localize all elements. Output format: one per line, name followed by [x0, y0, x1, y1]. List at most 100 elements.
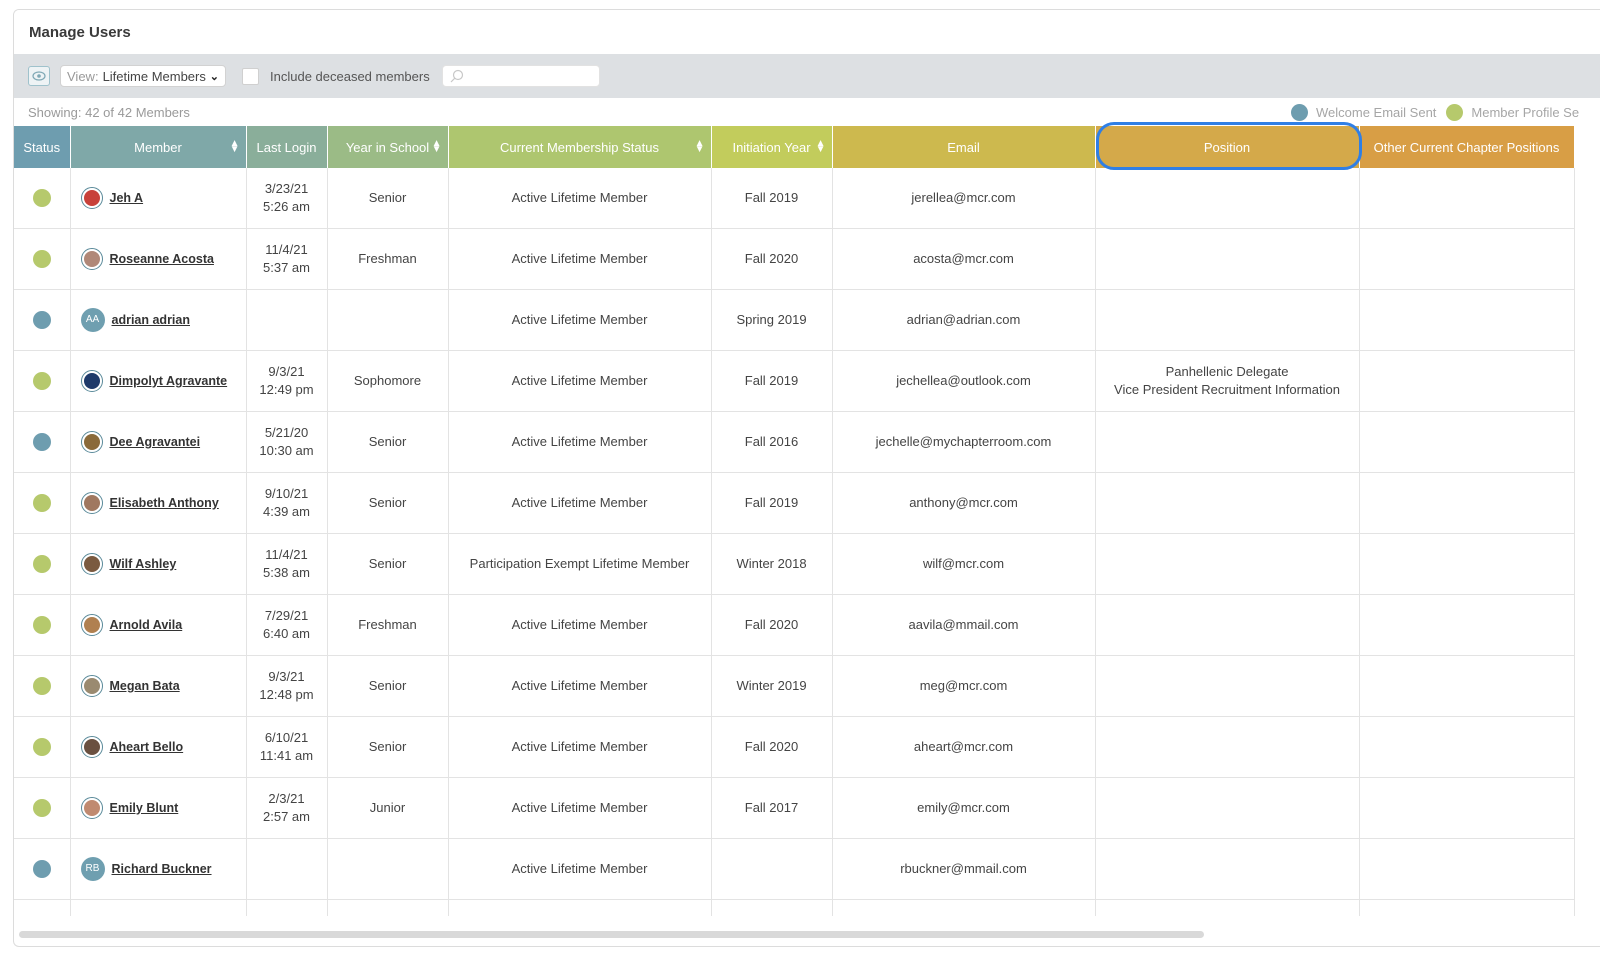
other-positions-cell [1359, 411, 1575, 473]
column-header-initiation-year[interactable]: Initiation Year ▲ ▼ [711, 126, 833, 168]
table-row[interactable]: Jeh A 3/23/21 5:26 am Senior Active Lifetime… [14, 168, 1575, 229]
member-name-link[interactable]: Megan Bata [109, 679, 180, 693]
column-header-last-login[interactable]: Last Login [246, 126, 328, 168]
email-cell-text: jerellea@mcr.com [911, 190, 1016, 205]
avatar[interactable] [80, 797, 103, 819]
avatar[interactable] [80, 370, 103, 392]
column-header-member[interactable]: Member ▲ ▼ [70, 126, 247, 168]
legend-welcome-dot [1291, 104, 1308, 121]
year-in-school-cell: Senior [327, 533, 449, 595]
column-header-year-in-school[interactable]: Year in School ▲ ▼ [327, 126, 449, 168]
member-name-link[interactable]: Richard Buckner [111, 862, 212, 876]
search-input[interactable] [441, 65, 600, 87]
member-name-link[interactable]: Dee Agravantei [109, 435, 201, 449]
status-cell [14, 533, 71, 595]
last-login-time: 5:38 am [263, 565, 310, 580]
table-row[interactable]: RB Richard Buckner Active Lifetime Member r… [14, 838, 1575, 900]
member-name-link[interactable]: Emily Blunt [109, 801, 179, 815]
avatar[interactable] [80, 614, 103, 636]
initiation-year-cell [711, 838, 833, 900]
membership-status-cell-text: Active Lifetime Member [511, 617, 648, 632]
position-text: Panhellenic Delegate [1165, 364, 1289, 379]
include-deceased-label[interactable]: Include deceased members [270, 68, 430, 84]
year-in-school-cell: Senior [327, 472, 449, 534]
initiation-year-cell-text: Fall 2016 [744, 434, 799, 449]
member-cell: Dee Agravantei [70, 411, 247, 473]
member-name-link[interactable]: Elisabeth Anthony [109, 496, 219, 510]
avatar[interactable] [80, 248, 103, 270]
avatar[interactable] [80, 187, 103, 209]
email-cell: jechelle@mychapterroom.com [832, 411, 1096, 473]
year-in-school-cell: Senior [327, 655, 449, 717]
avatar[interactable] [80, 675, 103, 697]
initiation-year-cell-text: Fall 2019 [744, 373, 799, 388]
empty-cell [327, 899, 449, 916]
table-row[interactable]: Megan Bata 9/3/21 12:48 pm Senior Active Lif… [14, 655, 1575, 717]
table-row[interactable]: Elisabeth Anthony 9/10/21 4:39 am Senior Act… [14, 472, 1575, 534]
initiation-year-cell-text: Fall 2020 [744, 251, 799, 266]
sort-icon[interactable]: ▲ ▼ [229, 138, 240, 155]
member-name-link[interactable]: Aheart Bello [109, 740, 184, 754]
column-header-label: Current Membership Status [500, 139, 659, 155]
status-dot [32, 860, 51, 878]
empty-cell [711, 899, 833, 916]
member-info: Dimpolyt Agravante [71, 370, 246, 392]
column-header-email[interactable]: Email [832, 126, 1096, 168]
include-deceased-checkbox[interactable] [242, 67, 259, 85]
table-row-partial [14, 899, 1575, 916]
member-name-link[interactable]: adrian adrian [111, 313, 191, 327]
member-info: Emily Blunt [71, 797, 246, 819]
table-row[interactable]: AA adrian adrian Active Lifetime Member Spr… [14, 289, 1575, 351]
member-name-link[interactable]: Jeh A [109, 191, 144, 205]
avatar[interactable] [80, 553, 103, 575]
avatar-photo [83, 190, 100, 206]
email-cell: acosta@mcr.com [832, 228, 1096, 290]
sort-icon[interactable]: ▲ ▼ [694, 138, 705, 155]
table-header-row: Status Member ▲ ▼ Last Login Year in School ▲ ▼… [14, 126, 1575, 168]
membership-status-cell: Participation Exempt Lifetime Member [448, 533, 712, 595]
avatar[interactable] [80, 736, 103, 758]
table-row[interactable]: Wilf Ashley 11/4/21 5:38 am Senior Participa… [14, 533, 1575, 595]
initiation-year-cell-text: Fall 2019 [744, 495, 799, 510]
initiation-year-cell: Fall 2020 [711, 594, 833, 656]
initiation-year-cell: Winter 2018 [711, 533, 833, 595]
position-cell [1095, 411, 1360, 473]
horizontal-scrollbar[interactable] [19, 931, 1204, 938]
avatar[interactable] [80, 492, 103, 514]
avatar[interactable]: RB [80, 857, 105, 881]
eye-icon [32, 71, 46, 81]
position-cell [1095, 594, 1360, 656]
member-name-link[interactable]: Roseanne Acosta [109, 252, 214, 266]
column-visibility-button[interactable] [28, 66, 50, 86]
member-info: Elisabeth Anthony [71, 492, 246, 514]
view-select[interactable]: View: Lifetime Members ⌄ [60, 65, 226, 87]
table-row[interactable]: Roseanne Acosta 11/4/21 5:37 am Freshman Act… [14, 228, 1575, 290]
empty-cell [70, 899, 247, 916]
sort-icon[interactable]: ▲ ▼ [815, 138, 826, 155]
membership-status-cell-text: Active Lifetime Member [511, 678, 648, 693]
initiation-year-cell-text: Spring 2019 [736, 312, 807, 327]
status-cell [14, 228, 71, 290]
last-login-date: 9/3/21 [268, 669, 305, 684]
avatar[interactable]: AA [80, 308, 105, 332]
email-cell: aheart@mcr.com [832, 716, 1096, 778]
email-cell: adrian@adrian.com [832, 289, 1096, 351]
last-login-time: 2:57 am [263, 809, 310, 824]
avatar[interactable] [80, 431, 103, 453]
sort-icon[interactable]: ▲ ▼ [431, 138, 442, 155]
column-header-status[interactable]: Status [14, 126, 71, 168]
member-name-link[interactable]: Arnold Avila [109, 618, 183, 632]
table-row[interactable]: Dee Agravantei 5/21/20 10:30 am Senior Activ… [14, 411, 1575, 473]
table-row[interactable]: Arnold Avila 7/29/21 6:40 am Freshman Active… [14, 594, 1575, 656]
column-header-other-current-chapter-positions[interactable]: Other Current Chapter Positions [1359, 126, 1575, 168]
column-header-position[interactable]: Position [1095, 126, 1360, 168]
column-header-current-membership-status[interactable]: Current Membership Status ▲ ▼ [448, 126, 712, 168]
table-row[interactable]: Aheart Bello 6/10/21 11:41 am Senior Active … [14, 716, 1575, 778]
other-positions-cell [1359, 350, 1575, 412]
member-info: Dee Agravantei [71, 431, 246, 453]
table-row[interactable]: Dimpolyt Agravante 9/3/21 12:49 pm Sophomor… [14, 350, 1575, 412]
member-name-link[interactable]: Dimpolyt Agravante [109, 374, 228, 388]
membership-status-cell-text: Active Lifetime Member [511, 190, 648, 205]
member-name-link[interactable]: Wilf Ashley [109, 557, 177, 571]
table-row[interactable]: Emily Blunt 2/3/21 2:57 am Junior Active Lif… [14, 777, 1575, 839]
